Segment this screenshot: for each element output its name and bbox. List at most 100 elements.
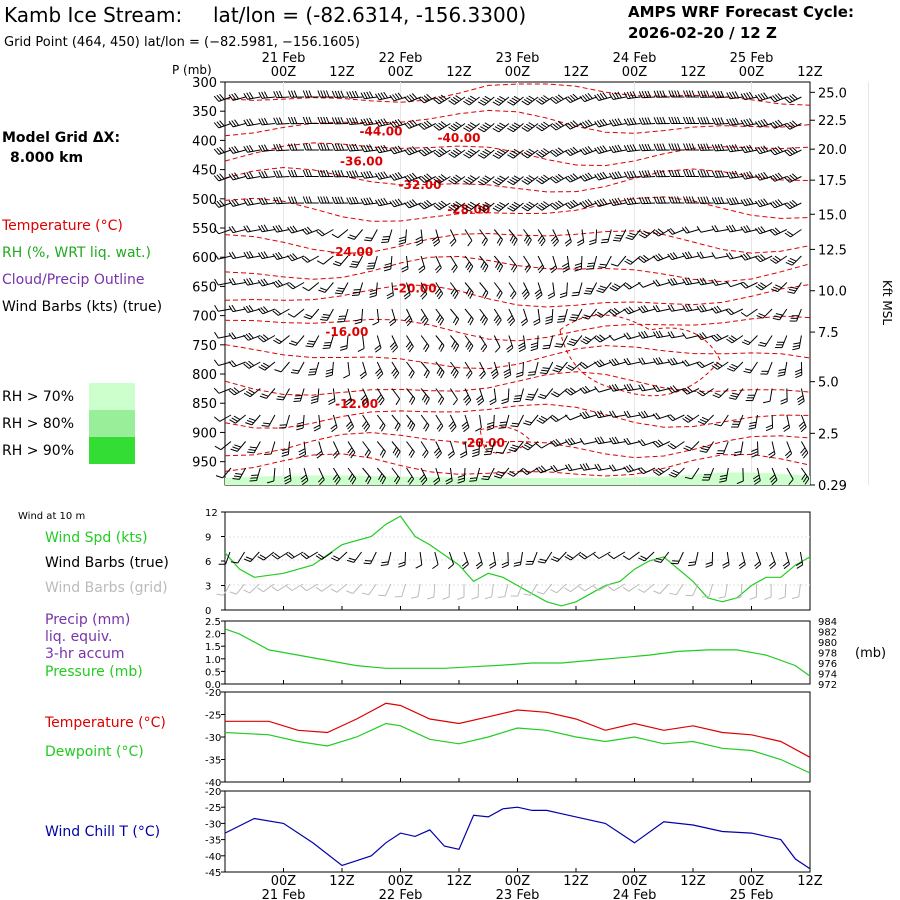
wind-barb [748,414,758,430]
wind-barb [449,388,458,406]
grid-point-label: Grid Point (464, 450) lat/lon = (−82.598… [4,35,360,50]
wind-barb [550,229,559,247]
wind-barb-10m [380,551,392,566]
wind-barb [433,467,441,486]
wind-barb-10m [271,551,289,560]
wind-barb [521,201,539,212]
wind-barb [214,441,232,451]
pressure-tick-label: 600 [192,251,217,266]
wind-barb [325,361,334,378]
wind-barb [521,282,530,300]
wind-barb [258,361,276,371]
wind-barb [768,441,776,459]
wind-barb [638,357,656,365]
wind-barb [609,282,627,292]
wind-barb [464,255,474,273]
wind-barb [545,308,554,325]
wind-barb [609,436,626,445]
wind-barb [756,308,773,319]
wind-barb [481,467,495,481]
temperature-panel: -20 -25 -30 -35 -40 [205,688,811,789]
wind-barb [594,92,612,101]
wind-barb [388,308,397,327]
wind-barb [518,335,526,353]
wind-barb [493,229,503,246]
wind-barb [683,441,700,452]
wind-barb-10m [257,551,275,561]
wind-barb [258,144,275,152]
wind-barb [515,361,524,378]
altitude-tick-label: 5.0 [818,376,839,391]
wind-barb [711,361,729,370]
wind-barb [740,91,758,101]
wind-barb [727,361,744,372]
wind-barb [287,282,305,290]
wind-barb-grid [685,583,699,597]
wind-barb [433,147,451,158]
wind-barb [403,172,422,182]
wind-barb [769,199,787,209]
top-hour-label: 12Z [329,65,355,80]
rh-legend-label: RH > 80% [2,416,74,432]
wind-barb [682,414,700,423]
wind-barb [476,388,485,406]
wind-barb [506,335,514,353]
top-hour-label: 12Z [797,65,823,80]
wind-barb [477,122,495,133]
temperature-contour-label: -28.00 [447,202,490,216]
wind-barb [464,282,474,299]
wind-barb-10m [475,551,483,570]
temperature-panel-label: Temperature (°C) [44,715,166,731]
wind-barb [696,332,714,341]
wind-barb [213,93,232,102]
wind-barb [608,383,627,392]
wind-barb-grid [510,583,523,597]
wind-barb [317,196,334,204]
altitude-tick-label: 25.0 [818,86,847,101]
wind-barb-10m [330,551,348,562]
wind-barb [638,410,656,419]
wind-barb [258,197,275,205]
temperature-contour-label: -12.00 [335,397,378,411]
wind-barb [357,335,365,353]
wind-barb [668,169,685,177]
wind-panel-ytick-label: 3 [205,582,211,593]
wind-barb [564,229,572,247]
wind-barb [668,143,685,151]
temperature-contour [224,344,811,370]
wind-barb [228,360,246,368]
wind-barb [273,170,290,178]
temperature-panel-ytick-label: -35 [205,756,221,767]
wind-barb [228,278,246,286]
bottom-day-label: 23 Feb [496,888,540,900]
wind-barb-10m [513,551,523,567]
wind-barb [258,91,275,99]
bottom-hour-label: 12Z [797,874,823,889]
bottom-hour-label: 12Z [446,874,472,889]
wind-barb [751,441,759,458]
temperature-contour [224,371,811,396]
rh-legend-label: RH > 70% [2,389,74,405]
wind-barb [493,467,510,479]
wind-barb [765,414,774,432]
wind-barb-10m [243,551,260,563]
wind-barb [406,414,416,432]
rh-legend-swatch [89,437,135,464]
wind-barb [696,226,714,233]
wind-barb-grid [578,583,596,592]
wind-barb-grid [484,583,494,600]
wind-barb [433,200,451,211]
wind-barb [374,144,393,154]
wind-barb [334,282,349,295]
wind-barb [448,95,466,105]
wind-barb-grid [394,583,406,598]
wind-barb [257,251,275,260]
wind-barb-10m [525,551,538,565]
wind-barb [503,361,512,379]
wind-barb [789,308,802,322]
wind-barb [668,90,685,98]
wind-barb [406,388,416,405]
wind-barb [535,441,554,449]
wind-barb [383,255,393,272]
